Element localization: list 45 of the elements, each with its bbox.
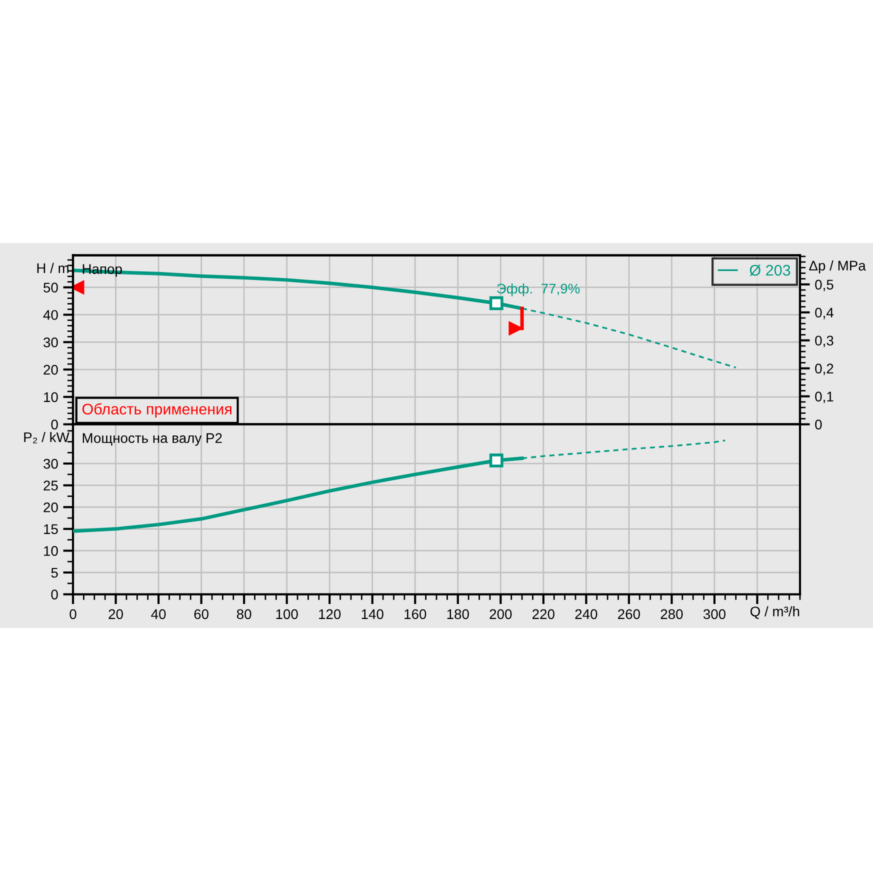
x-tick-label: 0 bbox=[70, 609, 76, 620]
y-tick-label: 50 bbox=[44, 282, 58, 293]
x-tick-label: 140 bbox=[362, 609, 384, 620]
annotation: Мощность на валу P2 bbox=[82, 433, 222, 446]
y-tick-label: 40 bbox=[43, 310, 58, 320]
x-tick-label: 260 bbox=[618, 609, 640, 620]
y-tick-label: 25 bbox=[44, 480, 58, 490]
y2-tick-label: 0,2 bbox=[815, 364, 834, 376]
y2-tick-label: 0,5 bbox=[815, 280, 834, 292]
y-axis-title: H / m bbox=[37, 262, 68, 274]
y2-tick-label: 0 bbox=[815, 420, 822, 430]
y-tick-label: 0 bbox=[51, 420, 58, 430]
y2-tick-label: 0,1 bbox=[815, 392, 834, 404]
x-tick-label: 40 bbox=[151, 609, 166, 620]
x-tick-label: 160 bbox=[404, 609, 426, 620]
x-axis-title: Q / m³/h bbox=[750, 606, 800, 619]
x-tick-label: 280 bbox=[660, 609, 683, 620]
x-tick-label: 300 bbox=[703, 609, 726, 620]
point bbox=[489, 296, 504, 310]
y-tick-label: 30 bbox=[44, 458, 58, 469]
y-tick-label: 20 bbox=[44, 364, 58, 375]
x-tick-label: 60 bbox=[194, 609, 208, 620]
x-tick-label: 80 bbox=[236, 609, 252, 620]
x-tick-label: 240 bbox=[575, 609, 598, 620]
x-tick-label: 180 bbox=[447, 609, 469, 620]
y2-axis-title: Δp / MPa bbox=[809, 260, 866, 274]
y-tick-label: 30 bbox=[44, 337, 58, 348]
y-tick-label: 5 bbox=[51, 568, 58, 578]
y-axis-title: P₂ / kW bbox=[24, 432, 70, 444]
x-tick-label: 100 bbox=[276, 609, 298, 620]
legend-label: Ø 203 bbox=[750, 264, 790, 276]
y2-tick-label: 0,3 bbox=[815, 336, 834, 348]
x-tick-label: 200 bbox=[490, 609, 512, 620]
annotation: Эфф. 77,9% bbox=[497, 283, 580, 296]
x-tick-label: 20 bbox=[108, 609, 123, 620]
y-tick-label: 10 bbox=[44, 546, 58, 556]
y2-tick-label: 0,4 bbox=[815, 308, 834, 320]
annotation: Область применения bbox=[82, 403, 232, 418]
y-tick-label: 0 bbox=[51, 590, 58, 600]
y-tick-label: 10 bbox=[44, 392, 58, 402]
x-tick-label: 220 bbox=[532, 609, 554, 620]
x-tick-label: 120 bbox=[319, 609, 341, 620]
y-tick-label: 20 bbox=[44, 502, 58, 512]
point bbox=[73, 280, 84, 294]
y-tick-label: 15 bbox=[44, 524, 58, 534]
